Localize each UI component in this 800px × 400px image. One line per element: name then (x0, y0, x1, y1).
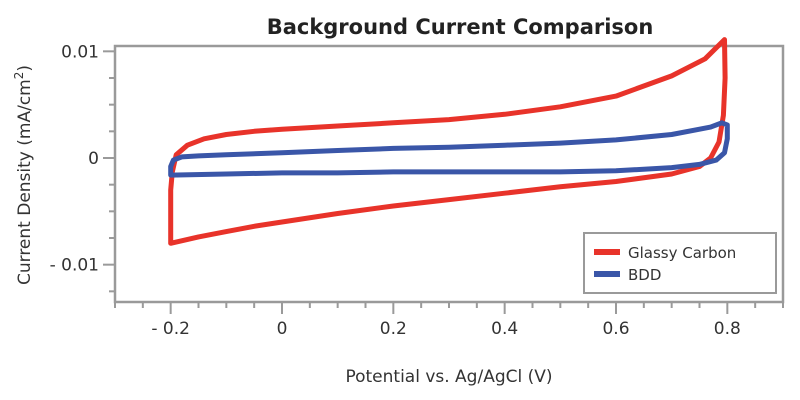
x-tick-label: 0 (277, 319, 288, 339)
y-tick-label: - 0.01 (50, 256, 99, 276)
x-tick-label: - 0.2 (151, 319, 190, 339)
x-tick-label: 0.4 (491, 319, 518, 339)
y-axis-label-end: ) (15, 65, 35, 72)
y-tick-label: 0 (88, 149, 99, 169)
legend-label-glassy-carbon: Glassy Carbon (628, 244, 736, 262)
series-layer (168, 37, 730, 246)
legend-box (583, 232, 777, 294)
y-axis: 0.01 0 - 0.01 (50, 42, 115, 293)
series-glassy-carbon (168, 37, 728, 246)
legend: Glassy Carbon BDD (583, 232, 777, 294)
series-bdd (168, 120, 730, 178)
x-axis-label: Potential vs. Ag/AgCl (V) (345, 367, 552, 387)
x-tick-label: 0.2 (380, 319, 407, 339)
x-tick-label: 0.8 (714, 319, 741, 339)
x-tick-label: 0.6 (602, 319, 629, 339)
chart-title: Background Current Comparison (267, 15, 654, 39)
y-tick-label: 0.01 (61, 42, 99, 62)
y-axis-label-superscript: 2 (12, 72, 26, 80)
y-axis-label: Current Density (mA/cm2) (12, 65, 35, 285)
legend-label-bdd: BDD (628, 266, 661, 284)
y-axis-label-main: Current Density (mA/cm (15, 79, 35, 285)
x-axis: - 0.2 0 0.2 0.4 0.6 0.8 (114, 302, 784, 339)
